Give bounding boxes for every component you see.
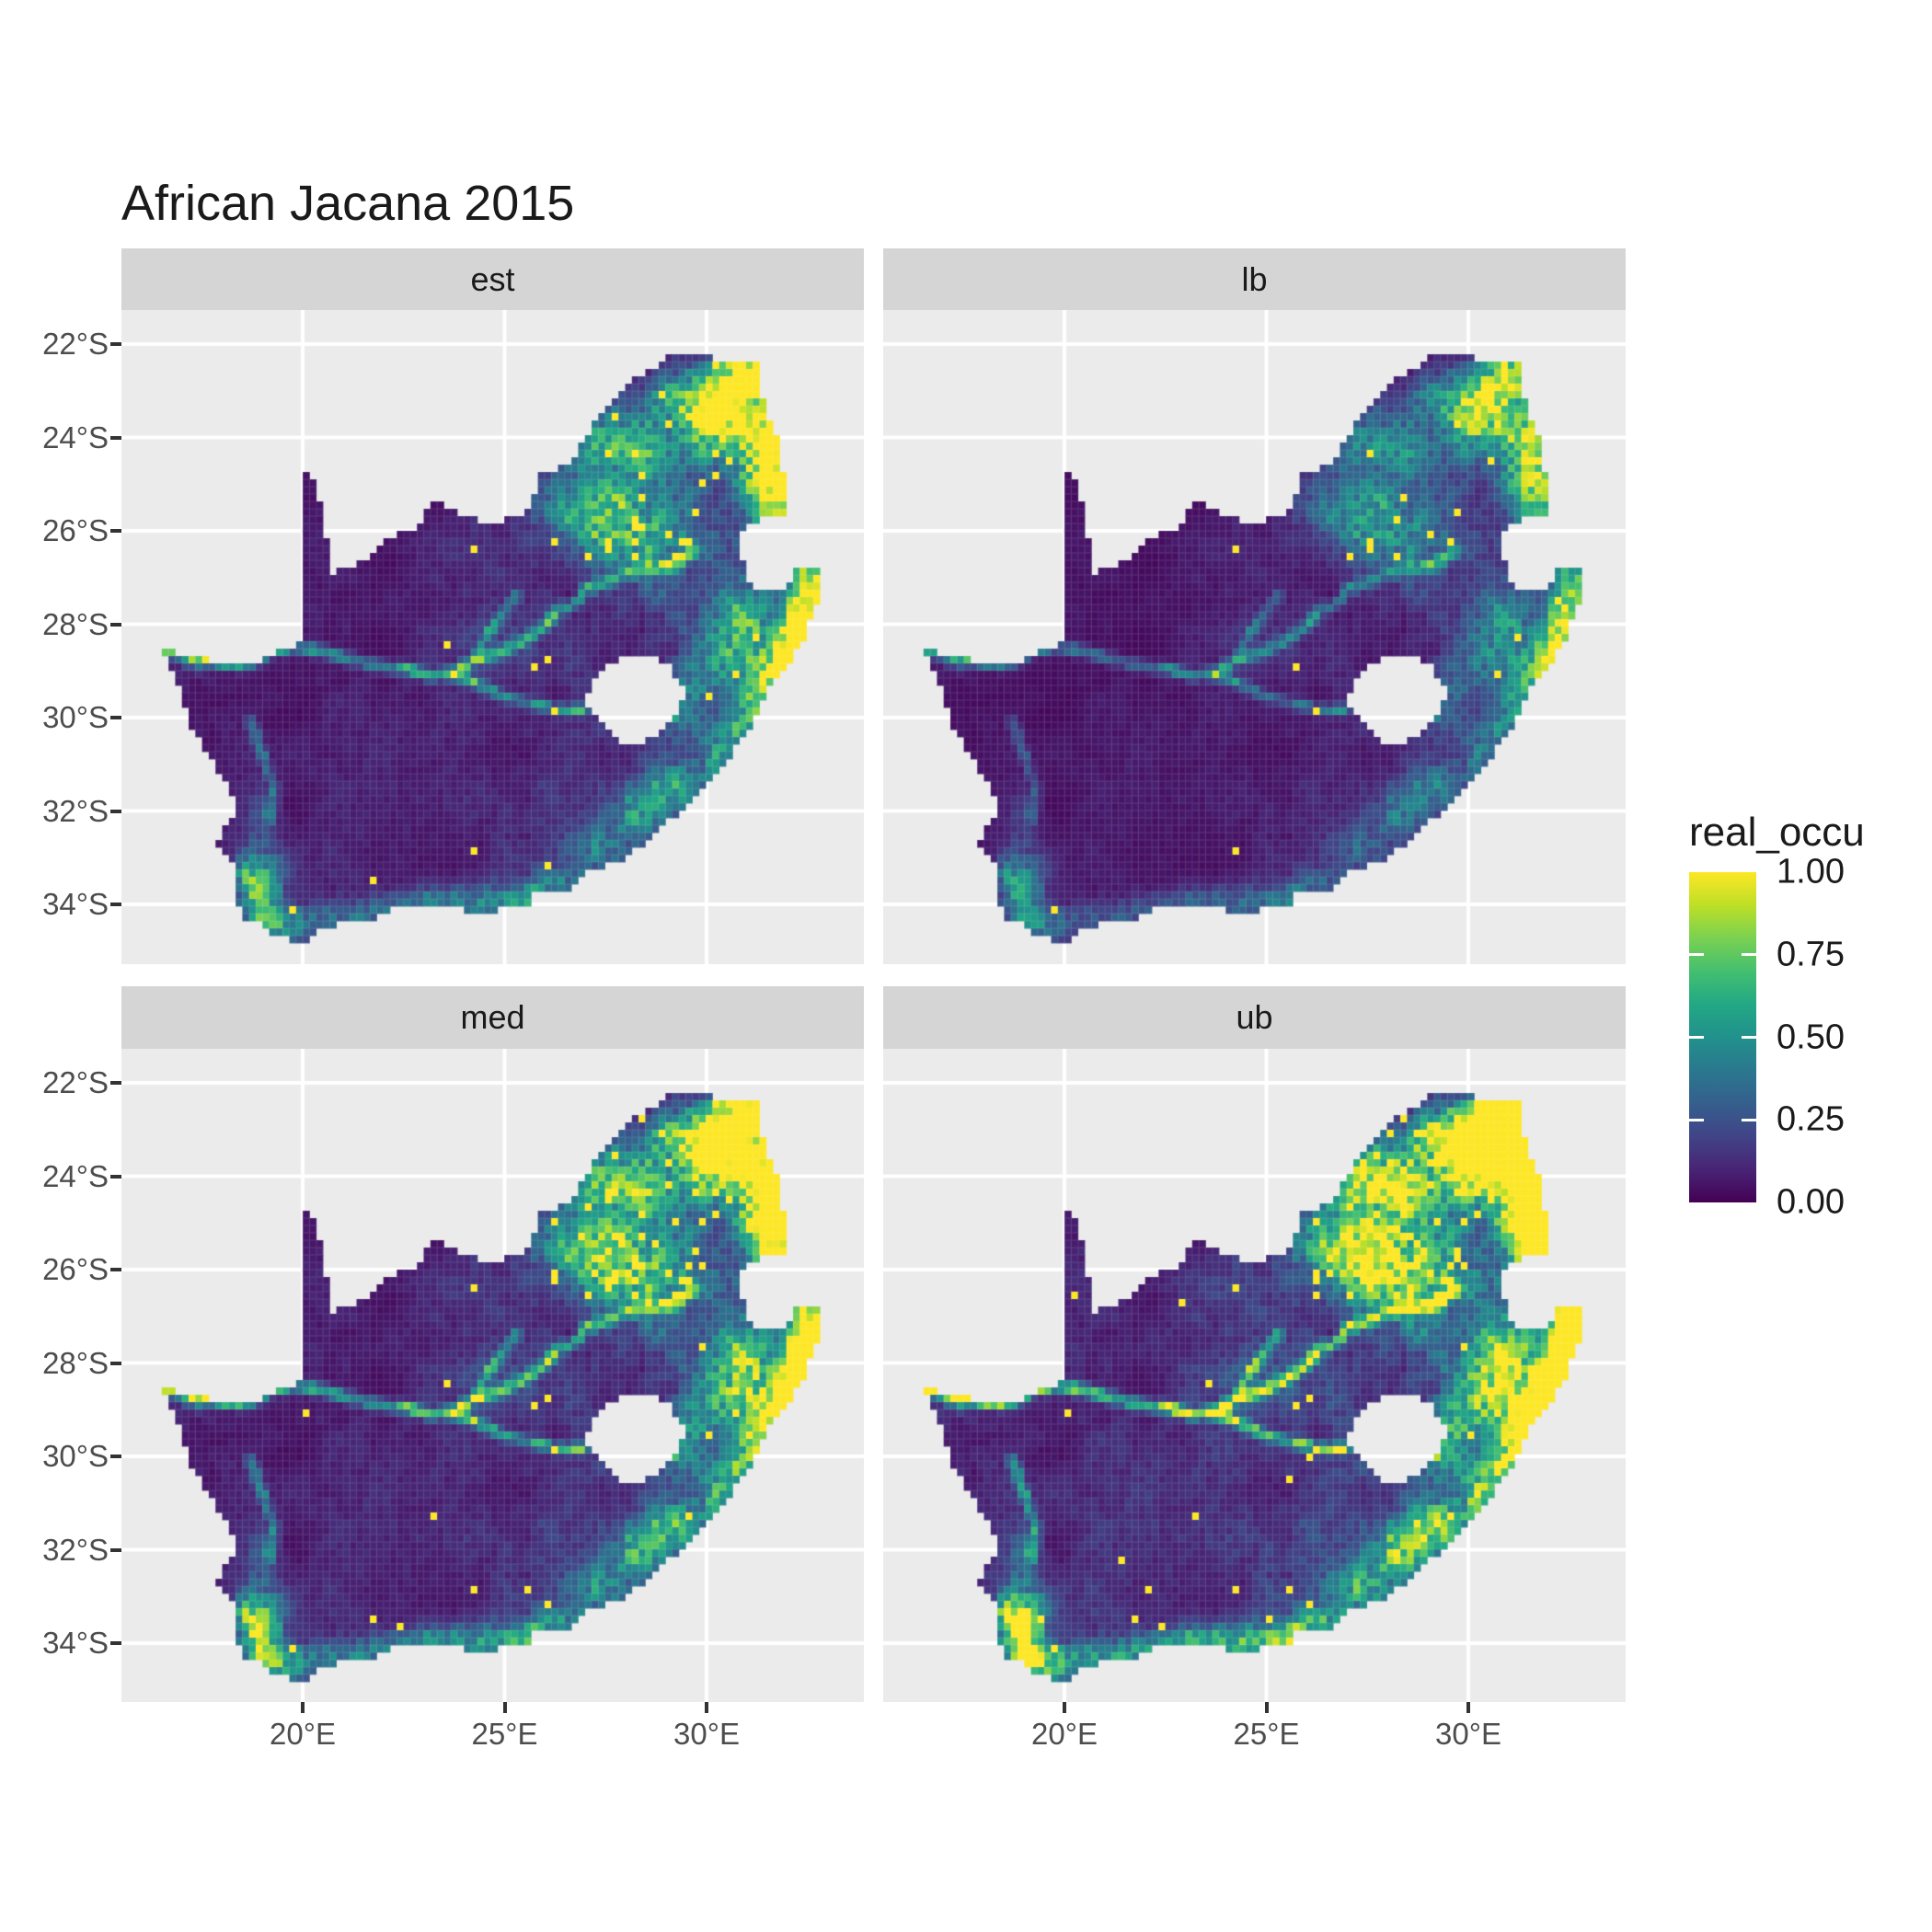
legend-tick-label: 0.75	[1777, 935, 1845, 974]
x-axis-tick-mark	[1063, 1702, 1066, 1713]
y-axis-tick-label: 34°S	[42, 887, 109, 921]
y-axis-tick-mark	[110, 903, 121, 906]
x-axis-tick-mark	[502, 1702, 507, 1713]
facet-strip-med: med	[121, 986, 864, 1049]
y-axis-tick-label: 24°S	[42, 420, 109, 454]
facet-strip-label: lb	[1241, 259, 1268, 298]
facet-strip-est: est	[121, 248, 864, 310]
y-axis-tick-label: 30°S	[42, 700, 109, 734]
y-axis-tick-label: 30°S	[42, 1439, 109, 1473]
legend-tick-mark	[1689, 1118, 1704, 1121]
legend-title: real_occu	[1689, 810, 1865, 855]
map-panel-est	[121, 310, 864, 964]
y-axis-tick-mark	[110, 716, 121, 719]
facet-strip-label: med	[460, 998, 525, 1036]
y-axis-tick-mark	[110, 1174, 121, 1179]
x-axis-tick-mark	[1264, 1702, 1269, 1713]
y-axis-tick-mark	[110, 1547, 121, 1552]
x-axis-tick-mark	[1466, 1702, 1470, 1713]
y-axis-tick-mark	[110, 622, 121, 627]
y-axis-tick-mark	[110, 1455, 121, 1458]
y-axis-tick-label: 26°S	[42, 513, 109, 547]
legend-tick-mark	[1742, 1118, 1756, 1121]
map-panel-ub	[883, 1049, 1626, 1702]
x-axis-tick-label: 25°E	[1233, 1717, 1300, 1751]
x-axis-tick-label: 20°E	[1031, 1717, 1098, 1751]
y-axis-tick-mark	[110, 342, 121, 346]
y-axis-tick-label: 22°S	[42, 327, 109, 361]
facet-strip-ub: ub	[883, 986, 1626, 1049]
map-panel-lb	[883, 310, 1626, 964]
y-axis-tick-mark	[110, 1268, 121, 1271]
y-axis-tick-mark	[110, 1081, 121, 1085]
x-axis-tick-label: 30°E	[673, 1717, 740, 1751]
facet-strip-lb: lb	[883, 248, 1626, 310]
y-axis-tick-label: 22°S	[42, 1065, 109, 1099]
legend-tick-mark	[1742, 953, 1756, 957]
page-title: African Jacana 2015	[121, 176, 575, 231]
y-axis-tick-label: 26°S	[42, 1252, 109, 1286]
legend-tick-label: 0.50	[1777, 1018, 1845, 1056]
legend-tick-label: 0.00	[1777, 1182, 1845, 1222]
y-axis-tick-mark	[110, 1641, 121, 1645]
y-axis-tick-label: 28°S	[42, 606, 109, 641]
x-axis-tick-label: 30°E	[1435, 1717, 1501, 1751]
y-axis-tick-label: 24°S	[42, 1158, 109, 1193]
legend-tick-label: 1.00	[1777, 852, 1845, 891]
x-axis-tick-mark	[705, 1702, 708, 1713]
map-panel-med	[121, 1049, 864, 1702]
legend-tick-mark	[1689, 1036, 1704, 1039]
y-axis-tick-label: 32°S	[42, 1532, 109, 1567]
y-axis-tick-mark	[110, 435, 121, 440]
legend-tick-mark	[1742, 1036, 1756, 1039]
x-axis-tick-label: 20°E	[270, 1717, 336, 1751]
x-axis-tick-mark	[301, 1702, 305, 1713]
y-axis-tick-mark	[110, 529, 121, 533]
legend-tick-mark	[1689, 953, 1704, 957]
y-axis-tick-mark	[110, 1361, 121, 1365]
x-axis-tick-label: 25°E	[471, 1717, 538, 1751]
facet-strip-label: ub	[1236, 998, 1273, 1036]
y-axis-tick-label: 34°S	[42, 1626, 109, 1660]
y-axis-tick-mark	[110, 809, 121, 813]
legend: real_occu 1.00 0.75 0.50 0.25 0.00	[1689, 810, 1919, 1224]
y-axis-tick-label: 32°S	[42, 793, 109, 828]
y-axis-tick-label: 28°S	[42, 1345, 109, 1380]
legend-tick-label: 0.25	[1777, 1099, 1845, 1139]
facet-strip-label: est	[470, 259, 515, 298]
